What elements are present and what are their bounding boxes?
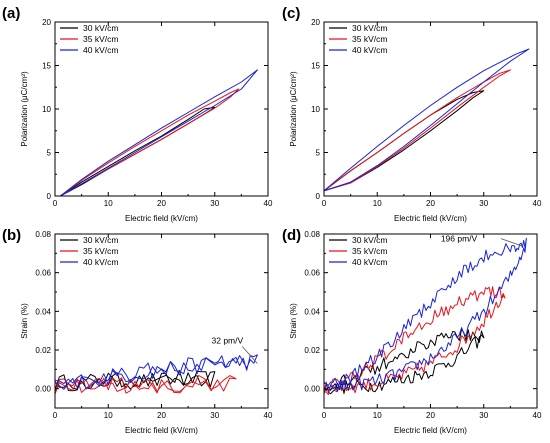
y-tick-label: 0.06 — [304, 269, 320, 278]
legend-label: 30 kV/cm — [352, 23, 387, 33]
y-tick-label: 0.08 — [35, 230, 51, 239]
y-tick-label: 0.04 — [35, 307, 51, 316]
panel-a: (a) 0 10 20 30 40 0 5 10 15 20 Electric field (kV/c… — [2, 5, 273, 223]
legend-label: 30 kV/cm — [83, 235, 118, 245]
series-line-1 — [324, 286, 506, 396]
y-axis-label: Polarization (μC/cm²) — [289, 71, 298, 147]
x-tick-label: 0 — [53, 199, 58, 208]
legend-label: 35 kV/cm — [83, 246, 118, 256]
series-group — [324, 237, 527, 396]
series-line-2 — [324, 48, 530, 192]
annotation-text: 32 pm/V — [212, 336, 244, 346]
y-tick-label: 0.02 — [35, 346, 51, 355]
legend-label: 40 kV/cm — [352, 45, 387, 55]
series-line-2 — [55, 354, 258, 390]
legend-label: 40 kV/cm — [83, 45, 118, 55]
x-tick-label: 0 — [53, 411, 58, 420]
y-tick-label: 10 — [42, 105, 51, 114]
y-tick-label: 0 — [47, 192, 52, 201]
legend-label: 35 kV/cm — [83, 34, 118, 44]
x-tick-label: 20 — [426, 199, 435, 208]
legend-label: 35 kV/cm — [352, 34, 387, 44]
annotation-leader — [500, 238, 522, 246]
x-axis-label: Electric field (kV/cm) — [125, 214, 198, 223]
x-tick-label: 30 — [479, 411, 488, 420]
series-line-1 — [60, 88, 240, 196]
panel-label: (d) — [282, 227, 301, 244]
series-group — [55, 354, 258, 395]
panel-label: (a) — [2, 5, 20, 22]
y-tick-label: 0.02 — [304, 346, 320, 355]
y-tick-label: 5 — [316, 149, 321, 158]
x-tick-label: 0 — [322, 411, 327, 420]
panel-label: (c) — [282, 5, 300, 22]
x-tick-label: 10 — [373, 199, 382, 208]
x-tick-label: 40 — [533, 411, 542, 420]
annotation-text: 196 pm/V — [441, 234, 478, 244]
x-axis-label: Electric field (kV/cm) — [125, 426, 198, 435]
y-tick-label: 0 — [316, 192, 321, 201]
legend-label: 30 kV/cm — [83, 23, 118, 33]
x-tick-label: 40 — [264, 199, 273, 208]
y-tick-label: 5 — [47, 149, 52, 158]
series-line-2 — [324, 237, 527, 393]
y-axis-label: Polarization (μC/cm²) — [20, 71, 29, 147]
x-tick-label: 30 — [210, 199, 219, 208]
legend-label: 35 kV/cm — [352, 246, 387, 256]
x-tick-label: 40 — [264, 411, 273, 420]
y-axis-label: Strain (%) — [20, 303, 29, 339]
y-tick-label: 10 — [311, 105, 320, 114]
legend-label: 40 kV/cm — [83, 257, 118, 267]
panel-label: (b) — [2, 227, 21, 244]
x-tick-label: 10 — [373, 411, 382, 420]
legend-label: 30 kV/cm — [352, 235, 387, 245]
y-tick-label: 0.08 — [304, 230, 320, 239]
series-group — [324, 48, 530, 192]
x-tick-label: 20 — [157, 411, 166, 420]
x-tick-label: 0 — [322, 199, 327, 208]
y-tick-label: 0.00 — [304, 385, 320, 394]
x-axis-label: Electric field (kV/cm) — [394, 214, 467, 223]
y-axis-label: Strain (%) — [289, 303, 298, 339]
panel-d: (d) 0 10 20 30 40 0.00 0.02 0.04 0.06 0.08 Electric… — [282, 227, 542, 435]
x-tick-label: 40 — [533, 199, 542, 208]
legend-label: 40 kV/cm — [352, 257, 387, 267]
y-tick-label: 0.00 — [35, 385, 51, 394]
y-tick-label: 0.04 — [304, 307, 320, 316]
x-tick-label: 20 — [157, 199, 166, 208]
x-tick-label: 10 — [104, 199, 113, 208]
x-tick-label: 30 — [210, 411, 219, 420]
y-tick-label: 20 — [311, 18, 320, 27]
y-tick-label: 15 — [311, 62, 320, 71]
y-tick-label: 0.06 — [35, 269, 51, 278]
panel-b: (b) 0 10 20 30 40 0.00 0.02 0.04 0.06 0.08 Electric… — [2, 227, 273, 435]
y-tick-label: 20 — [42, 18, 51, 27]
series-line-1 — [324, 69, 511, 192]
panel-c: (c) 0 10 20 30 40 0 5 10 15 20 Electric field (kV/c… — [282, 5, 542, 223]
x-tick-label: 20 — [426, 411, 435, 420]
x-axis-label: Electric field (kV/cm) — [394, 426, 467, 435]
x-tick-label: 30 — [479, 199, 488, 208]
series-group — [59, 69, 258, 196]
annotation-leader — [242, 346, 258, 364]
series-line-0 — [324, 328, 485, 395]
series-line-2 — [59, 69, 258, 196]
x-tick-label: 10 — [104, 411, 113, 420]
y-tick-label: 15 — [42, 62, 51, 71]
